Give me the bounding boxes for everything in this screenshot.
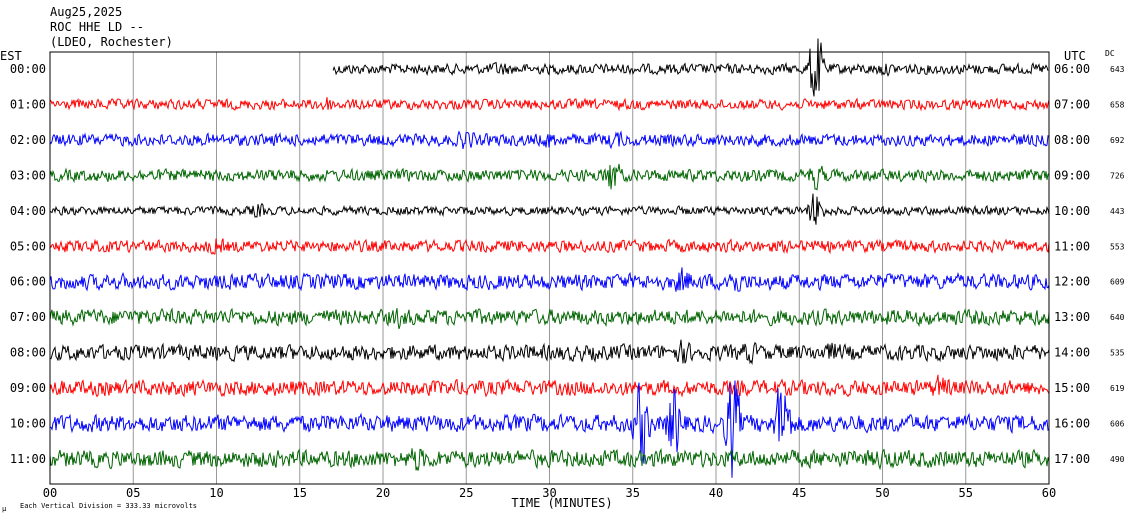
- x-tick-label: 35: [626, 486, 640, 500]
- x-tick-label: 50: [875, 486, 889, 500]
- dc-value: 643: [1110, 65, 1125, 74]
- x-axis-ticks: 00 05 10 15 20 25 30 35 40 45 50 55 60: [43, 486, 1056, 500]
- est-hour-label: 10:00: [10, 417, 46, 431]
- seismic-trace: [49, 447, 1050, 471]
- seismic-trace: [49, 307, 1050, 330]
- dc-value: 553: [1110, 242, 1125, 251]
- utc-hour-label: 14:00: [1054, 346, 1090, 360]
- est-hour-label: 01:00: [10, 97, 46, 111]
- seismic-trace: [49, 130, 1050, 150]
- est-axis-title: EST: [0, 49, 22, 63]
- x-tick-label: 40: [709, 486, 723, 500]
- x-tick-label: 10: [209, 486, 223, 500]
- x-tick-label: 25: [459, 486, 473, 500]
- seismic-trace: [332, 38, 1049, 97]
- dc-value: 640: [1110, 313, 1125, 322]
- x-axis-title: TIME (MINUTES): [511, 496, 612, 510]
- dc-value: 726: [1110, 171, 1125, 180]
- x-tick-label: 00: [43, 486, 57, 500]
- x-tick-label: 20: [376, 486, 390, 500]
- vertical-division-note: Each Vertical Division = 333.33 microvol…: [20, 502, 197, 510]
- seismic-trace: [49, 380, 1050, 478]
- plot-frame: [49, 51, 1050, 485]
- x-tick-label: 45: [792, 486, 806, 500]
- dc-value: 609: [1110, 278, 1125, 287]
- chart-station: ROC HHE LD --: [50, 20, 144, 34]
- seismic-trace: [49, 193, 1050, 225]
- row-labels: 00:00 06:00 643 01:00 07:00 658 02:00 08:00 692 0…: [10, 62, 1125, 466]
- seismic-trace: [49, 238, 1050, 255]
- est-hour-label: 11:00: [10, 452, 46, 466]
- est-hour-label: 03:00: [10, 168, 46, 182]
- utc-axis-title: UTC: [1064, 49, 1086, 63]
- seismic-trace: [49, 267, 1050, 292]
- x-tick-label: 55: [959, 486, 973, 500]
- x-tick-label: 15: [293, 486, 307, 500]
- x-tick-label: 05: [126, 486, 140, 500]
- dc-value: 619: [1110, 384, 1125, 393]
- utc-hour-label: 10:00: [1054, 204, 1090, 218]
- utc-hour-label: 12:00: [1054, 275, 1090, 289]
- est-hour-label: 05:00: [10, 239, 46, 253]
- dc-column-title: DC: [1105, 49, 1115, 58]
- x-tick-label: 60: [1042, 486, 1056, 500]
- seismic-trace: [49, 163, 1050, 191]
- dc-value: 490: [1110, 455, 1125, 464]
- utc-hour-label: 13:00: [1054, 310, 1090, 324]
- utc-hour-label: 06:00: [1054, 62, 1090, 76]
- est-hour-label: 02:00: [10, 133, 46, 147]
- dc-value: 443: [1110, 207, 1125, 216]
- utc-hour-label: 09:00: [1054, 168, 1090, 182]
- utc-hour-label: 17:00: [1054, 452, 1090, 466]
- est-hour-label: 00:00: [10, 62, 46, 76]
- est-hour-label: 08:00: [10, 346, 46, 360]
- seismic-traces: [49, 38, 1050, 478]
- microvolt-symbol: μ: [2, 505, 7, 513]
- x-tick-label: 30: [542, 486, 556, 500]
- utc-hour-label: 07:00: [1054, 97, 1090, 111]
- utc-hour-label: 15:00: [1054, 381, 1090, 395]
- utc-hour-label: 16:00: [1054, 417, 1090, 431]
- seismic-trace: [49, 97, 1050, 112]
- est-hour-label: 09:00: [10, 381, 46, 395]
- seismic-trace: [49, 339, 1050, 366]
- utc-hour-label: 08:00: [1054, 133, 1090, 147]
- dc-value: 692: [1110, 136, 1125, 145]
- grid-lines: [132, 52, 967, 484]
- est-hour-label: 04:00: [10, 204, 46, 218]
- est-hour-label: 06:00: [10, 275, 46, 289]
- chart-network: (LDEO, Rochester): [50, 35, 173, 49]
- dc-value: 606: [1110, 420, 1125, 429]
- utc-hour-label: 11:00: [1054, 239, 1090, 253]
- dc-value: 535: [1110, 349, 1125, 358]
- chart-date: Aug25,2025: [50, 5, 122, 19]
- seismic-trace: [49, 374, 1050, 398]
- dc-value: 658: [1110, 100, 1125, 109]
- est-hour-label: 07:00: [10, 310, 46, 324]
